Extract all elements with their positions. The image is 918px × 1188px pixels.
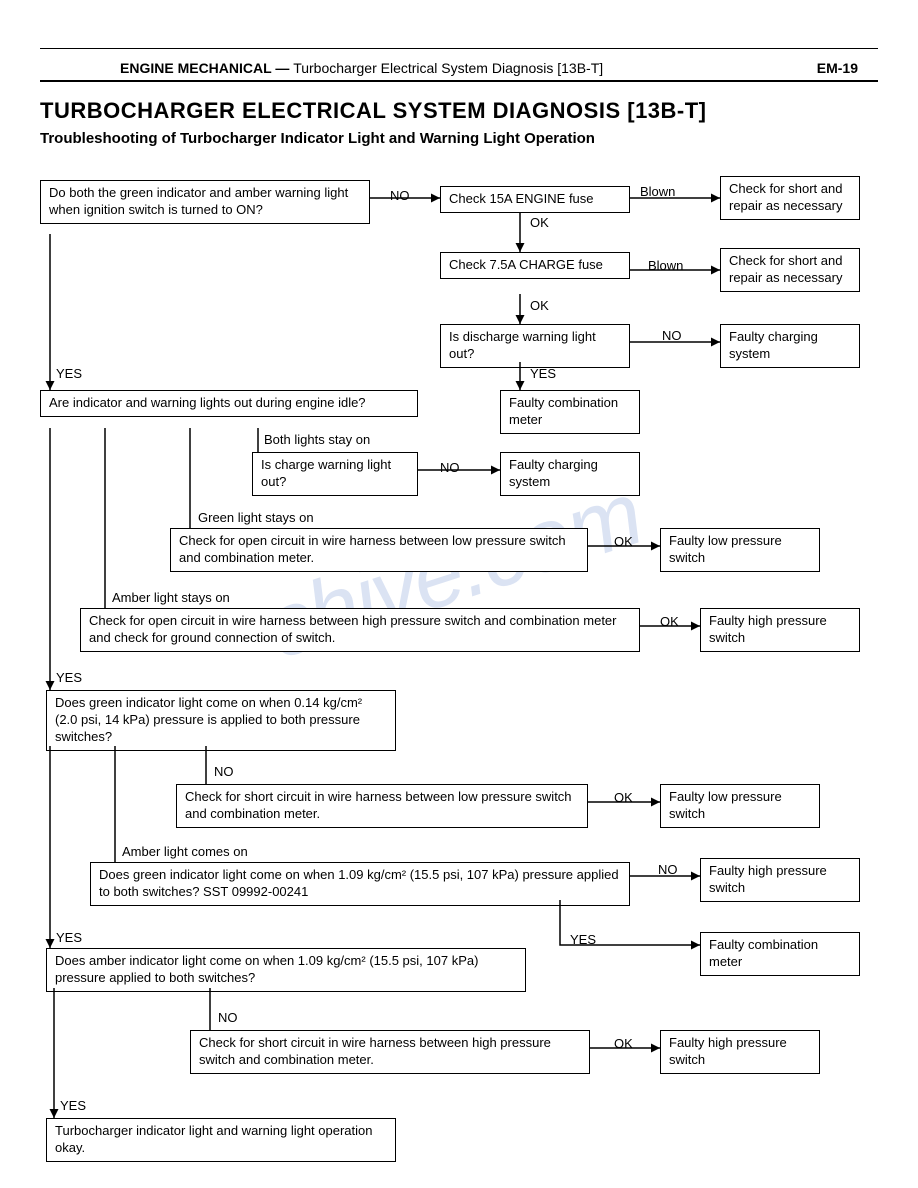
label-green-stays: Green light stays on (198, 510, 314, 525)
box-faulty-high-pressure-2: Faulty high pressure switch (700, 858, 860, 902)
label-ok: OK (530, 215, 549, 230)
box-green-109-question: Does green indicator light come on when … (90, 862, 630, 906)
box-faulty-low-pressure-2: Faulty low pressure switch (660, 784, 820, 828)
label-yes: YES (60, 1098, 86, 1113)
manual-page: chive.com ENGINE MECHANICAL — Turbocharg… (0, 0, 918, 1188)
label-no: NO (658, 862, 678, 877)
label-yes: YES (56, 670, 82, 685)
box-check-15a-fuse: Check 15A ENGINE fuse (440, 186, 630, 213)
box-faulty-charging-1: Faulty charging system (720, 324, 860, 368)
box-start-question: Do both the green indicator and amber wa… (40, 180, 370, 224)
box-faulty-high-pressure-1: Faulty high pressure switch (700, 608, 860, 652)
label-ok: OK (530, 298, 549, 313)
label-yes: YES (570, 932, 596, 947)
header-rule (40, 80, 878, 82)
label-ok: OK (614, 790, 633, 805)
page-title: TURBOCHARGER ELECTRICAL SYSTEM DIAGNOSIS… (40, 98, 707, 124)
label-blown: Blown (648, 258, 683, 273)
label-both-stay-on: Both lights stay on (264, 432, 370, 447)
label-no: NO (390, 188, 410, 203)
label-no: NO (662, 328, 682, 343)
label-yes: YES (530, 366, 556, 381)
header-section: ENGINE MECHANICAL (120, 60, 271, 76)
label-no: NO (440, 460, 460, 475)
box-faulty-high-pressure-3: Faulty high pressure switch (660, 1030, 820, 1074)
box-operation-okay: Turbocharger indicator light and warning… (46, 1118, 396, 1162)
box-check-75a-fuse: Check 7.5A CHARGE fuse (440, 252, 630, 279)
label-amber-stays: Amber light stays on (112, 590, 230, 605)
header-top-rule (40, 48, 878, 49)
box-discharge-warning: Is discharge warning light out? (440, 324, 630, 368)
label-ok: OK (614, 1036, 633, 1051)
box-check-low-pressure-open: Check for open circuit in wire harness b… (170, 528, 588, 572)
box-idle-question: Are indicator and warning lights out dur… (40, 390, 418, 417)
header-subject: Turbocharger Electrical System Diagnosis… (293, 60, 603, 76)
box-green-014-question: Does green indicator light come on when … (46, 690, 396, 751)
page-number: EM-19 (817, 60, 858, 76)
label-ok: OK (614, 534, 633, 549)
box-amber-109-question: Does amber indicator light come on when … (46, 948, 526, 992)
label-yes: YES (56, 366, 82, 381)
running-header: ENGINE MECHANICAL — Turbocharger Electri… (120, 60, 818, 76)
box-check-high-pressure-short: Check for short circuit in wire harness … (190, 1030, 590, 1074)
label-yes: YES (56, 930, 82, 945)
header-dash: — (275, 60, 289, 76)
page-subtitle: Troubleshooting of Turbocharger Indicato… (40, 130, 595, 147)
label-blown: Blown (640, 184, 675, 199)
box-faulty-charging-2: Faulty charging system (500, 452, 640, 496)
label-amber-comes-on: Amber light comes on (122, 844, 248, 859)
box-faulty-combo-meter-2: Faulty combination meter (700, 932, 860, 976)
box-repair-short-1: Check for short and repair as necessary (720, 176, 860, 220)
box-faulty-low-pressure-1: Faulty low pressure switch (660, 528, 820, 572)
label-ok: OK (660, 614, 679, 629)
box-check-high-pressure-open: Check for open circuit in wire harness b… (80, 608, 640, 652)
box-repair-short-2: Check for short and repair as necessary (720, 248, 860, 292)
box-check-low-pressure-short: Check for short circuit in wire harness … (176, 784, 588, 828)
box-faulty-combo-meter-1: Faulty combination meter (500, 390, 640, 434)
label-no: NO (214, 764, 234, 779)
box-charge-warning: Is charge warning light out? (252, 452, 418, 496)
label-no: NO (218, 1010, 238, 1025)
